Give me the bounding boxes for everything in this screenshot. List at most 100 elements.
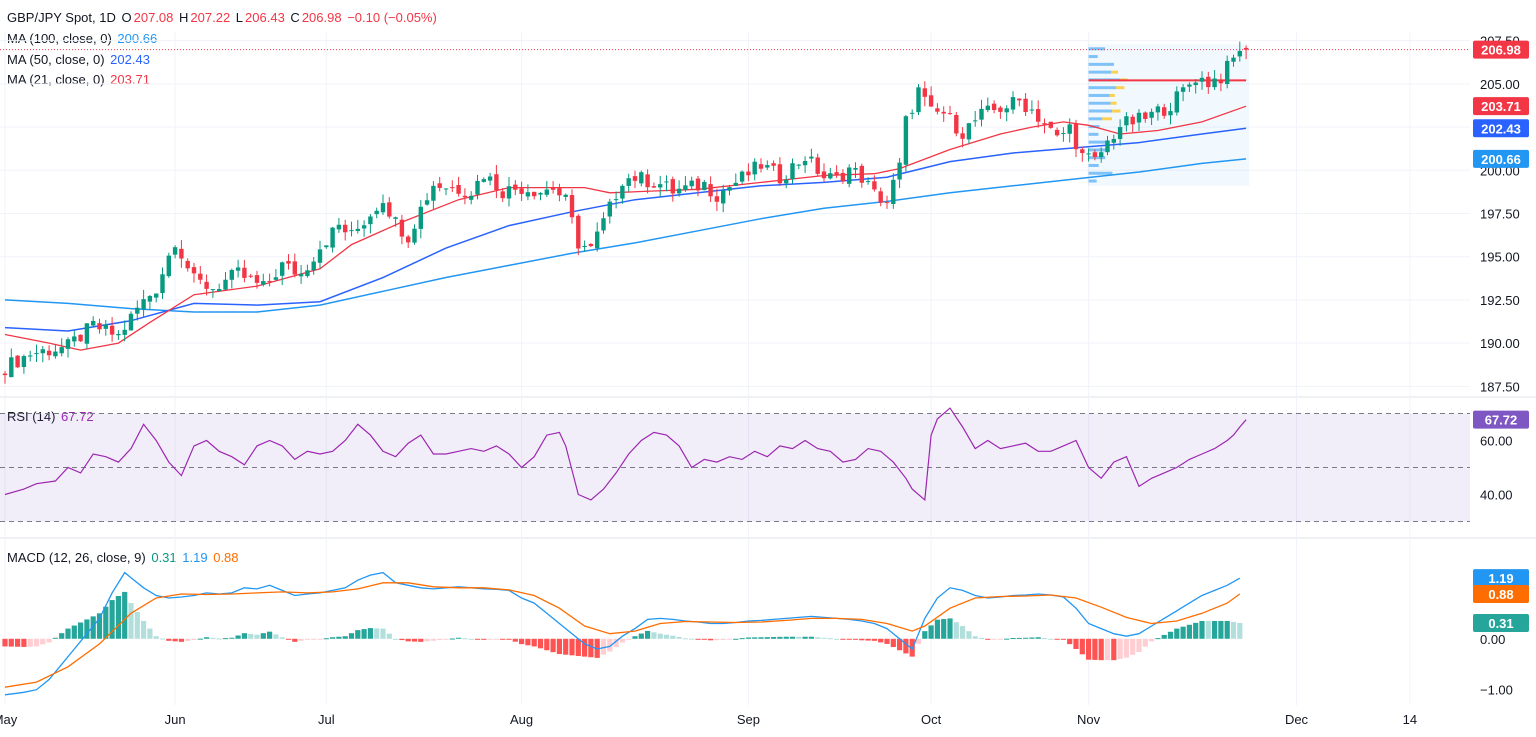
macd-histogram-bar <box>1199 620 1205 639</box>
price-tick-label: 197.50 <box>1480 207 1520 222</box>
candle-body <box>324 245 329 248</box>
candle-body <box>2 373 8 376</box>
volume-profile-bar <box>1088 101 1111 105</box>
macd-histogram-bar <box>638 633 644 639</box>
macd-histogram-bar <box>15 638 21 647</box>
candle-body <box>613 199 619 201</box>
macd-histogram-bar <box>1041 638 1048 640</box>
macd-histogram-bar <box>1060 638 1066 640</box>
macd-histogram-bar <box>71 625 77 639</box>
macd-histogram-bar <box>619 638 625 643</box>
candle-body <box>1067 124 1072 134</box>
macd-histogram-bar <box>267 631 273 639</box>
macd-histogram-bar <box>960 626 966 639</box>
ma100-legend[interactable]: MA (100, close, 0) 200.66 <box>7 30 159 48</box>
macd-histogram-bar <box>103 606 109 639</box>
candle-body <box>966 123 972 140</box>
candle-body <box>1199 77 1205 82</box>
candle-body <box>582 245 587 248</box>
macd-histogram-bar <box>1016 637 1022 639</box>
rsi-value: 67.72 <box>61 409 94 424</box>
macd-histogram-bar <box>764 637 770 639</box>
candle-body <box>267 280 272 282</box>
macd-histogram-bar <box>1111 638 1117 661</box>
macd-histogram-bar <box>676 636 682 639</box>
volume-profile-bar <box>1088 148 1109 152</box>
ma50-legend[interactable]: MA (50, close, 0) 202.43 <box>7 51 152 69</box>
macd-histogram-bar <box>46 638 52 643</box>
macd-histogram-bar <box>279 637 285 639</box>
volume-profile-bar <box>1088 109 1113 113</box>
macd-legend[interactable]: MACD (12, 26, close, 9) 0.31 1.19 0.88 <box>7 549 241 567</box>
macd-histogram-bar <box>991 638 997 640</box>
candle-body <box>639 172 644 184</box>
macd-histogram-bar <box>1212 620 1218 639</box>
macd-histogram-bar <box>361 629 367 639</box>
rsi-legend[interactable]: RSI (14) 67.72 <box>7 408 96 426</box>
candle-body <box>689 180 694 187</box>
macd-histogram-bar <box>1224 620 1230 639</box>
candle-body <box>1036 109 1041 122</box>
candle-body <box>922 88 927 97</box>
macd-histogram-bar <box>418 638 424 642</box>
macd-histogram-bar <box>487 638 493 640</box>
candle-body <box>59 347 64 354</box>
macd-histogram-bar <box>292 638 298 642</box>
candle-body <box>15 355 20 368</box>
candle-body <box>1243 47 1249 50</box>
macd-histogram-bar <box>210 637 216 639</box>
candle-body <box>777 164 783 184</box>
macd-histogram-bar <box>1098 638 1104 661</box>
candle-body <box>506 186 512 199</box>
candle-body <box>695 178 701 191</box>
macd-label: MACD (12, 26, close, 9) <box>7 550 146 565</box>
ma100-line <box>4 158 1247 313</box>
candle-body <box>198 273 203 280</box>
rsi-value-tag-box <box>1473 410 1529 429</box>
candle-body <box>1193 82 1198 86</box>
candle-body <box>1218 80 1224 84</box>
candle-body <box>437 183 442 188</box>
ma50-line <box>4 127 1247 332</box>
candle-body <box>796 164 801 166</box>
macd-histogram-bar <box>1136 638 1142 653</box>
candle-body <box>897 162 902 180</box>
macd-histogram-bar <box>33 638 40 647</box>
macd-histogram-bar <box>531 638 537 647</box>
candle-body <box>790 163 795 180</box>
macd-histogram-bar <box>563 638 569 655</box>
macd-histogram-bar <box>720 638 726 641</box>
macd-histogram-bar <box>657 633 663 639</box>
candle-body <box>1105 140 1110 153</box>
price-tick-label: 205.00 <box>1480 77 1520 92</box>
last-price-tag: 206.98 <box>1481 43 1521 58</box>
macd-histogram-bar <box>607 638 613 652</box>
macd-histogram-bar <box>393 638 399 640</box>
volume-profile-bar-value-area <box>1111 70 1119 74</box>
macd-histogram-bar <box>777 636 783 639</box>
candle-body <box>973 120 978 122</box>
candle-body <box>53 351 58 357</box>
macd-histogram-bar <box>21 638 27 647</box>
macd-line <box>4 571 1241 696</box>
candle-body <box>280 262 285 276</box>
candle-body <box>311 261 316 271</box>
high-value: 207.22 <box>190 10 231 25</box>
macd-histogram-bar <box>865 638 871 641</box>
candle-body <box>1117 127 1123 139</box>
macd-histogram-bar <box>1104 638 1111 661</box>
macd-histogram-bar <box>449 638 455 640</box>
candle-body <box>40 349 45 354</box>
macd-histogram-bar <box>399 638 405 641</box>
ma21-label: MA (21, close, 0) <box>7 72 105 87</box>
symbol-title[interactable]: GBP/JPY Spot, 1D <box>7 10 116 25</box>
ma21-legend[interactable]: MA (21, close, 0) 203.71 <box>7 71 152 89</box>
candle-body <box>204 281 209 289</box>
candle-body <box>469 195 474 200</box>
candle-body <box>758 164 764 169</box>
macd-histogram-bar <box>1073 638 1079 649</box>
candle-body <box>979 108 984 120</box>
macd-histogram-bar <box>884 638 890 644</box>
candle-body <box>1042 123 1047 125</box>
